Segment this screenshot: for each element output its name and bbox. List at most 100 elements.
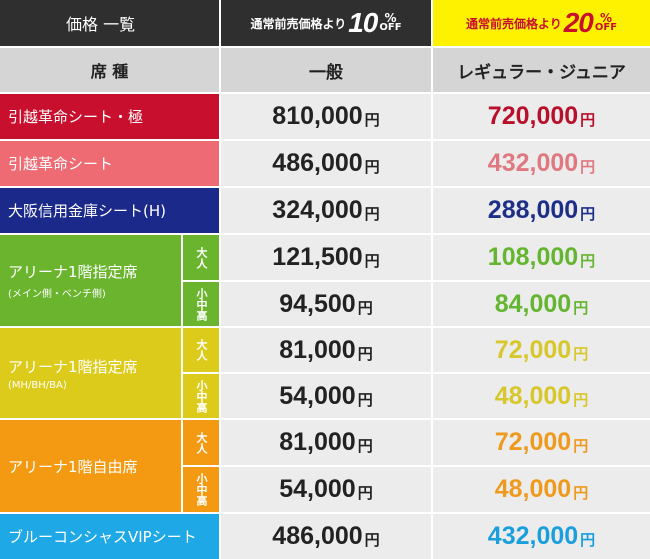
yen-unit: 円 <box>580 531 596 549</box>
seat-type-label: 席 種 <box>90 62 129 81</box>
price-regular: 84,000 円 <box>433 282 650 326</box>
price-general: 810,000 円 <box>221 94 431 139</box>
adult-label: 大人 <box>195 339 208 361</box>
price-regular: 288,000 円 <box>433 188 650 233</box>
off-label: OFF <box>379 22 402 33</box>
price-value: 432,000 <box>487 522 579 550</box>
price-value: 432,000 <box>487 149 579 177</box>
age-label-child: 小中高 <box>183 374 219 418</box>
price-general: 54,000 円 <box>221 374 431 418</box>
price-regular: 48,000 円 <box>433 467 650 512</box>
age-label-adult: 大人 <box>183 420 219 465</box>
price-value: 108,000 <box>487 243 579 271</box>
yen-unit: 円 <box>357 437 373 455</box>
child-label: 小中高 <box>195 287 208 321</box>
seat-name: アリーナ1階指定席 <box>8 263 138 281</box>
adult-label: 大人 <box>195 246 208 269</box>
price-regular: 48,000 円 <box>433 374 650 418</box>
price-general: 54,000 円 <box>221 467 431 512</box>
price-regular: 720,000 円 <box>433 94 650 139</box>
yen-unit: 円 <box>357 484 373 502</box>
yen-unit: 円 <box>573 437 589 455</box>
yen-unit: 円 <box>364 531 380 549</box>
price-general: 94,500 円 <box>221 282 431 326</box>
price-value: 94,500 <box>279 289 356 318</box>
seat-name-kakumei: 引越革命シート <box>0 141 219 186</box>
seat-name: 大阪信用金庫シート(H) <box>8 202 166 220</box>
yen-unit: 円 <box>573 390 589 409</box>
price-value: 72,000 <box>494 335 572 364</box>
price-value: 84,000 <box>494 289 572 318</box>
price-value: 810,000 <box>272 102 363 130</box>
price-value: 54,000 <box>279 381 356 410</box>
child-label: 小中高 <box>195 473 208 506</box>
discount-number: 20 <box>563 7 594 38</box>
seat-note: (MH/BH/BA) <box>8 379 67 391</box>
yen-unit: 円 <box>580 158 596 176</box>
yen-unit: 円 <box>357 390 373 409</box>
child-label: 小中高 <box>195 379 208 413</box>
price-regular: 72,000 円 <box>433 420 650 465</box>
yen-unit: 円 <box>364 111 380 129</box>
price-value: 48,000 <box>494 475 572 503</box>
seat-name-kiwami: 引越革命シート・極 <box>0 94 219 139</box>
discount-prefix: 通常前売価格より <box>465 16 562 31</box>
price-value: 121,500 <box>272 243 363 271</box>
title-cell: 価格 一覧 <box>0 0 219 46</box>
price-regular: 108,000 円 <box>433 235 650 280</box>
price-value: 72,000 <box>494 428 572 456</box>
price-regular: 432,000 円 <box>433 141 650 186</box>
yen-unit: 円 <box>364 252 380 270</box>
discount-percent-off: % OFF <box>379 11 402 33</box>
seat-name-vip: ブルーコンシャスVIPシート <box>0 514 219 559</box>
yen-unit: 円 <box>357 344 373 363</box>
price-general: 486,000 円 <box>221 141 431 186</box>
regular-header: レギュラー・ジュニア <box>433 48 650 92</box>
seat-name-arena-free: アリーナ1階自由席 <box>0 420 181 512</box>
seat-name: アリーナ1階自由席 <box>8 457 138 476</box>
discount-prefix: 通常前売価格より <box>250 16 347 31</box>
percent-sign: % <box>599 11 612 25</box>
yen-unit: 円 <box>573 484 589 502</box>
price-value: 486,000 <box>272 522 363 550</box>
discount-regular-header: 通常前売価格より 20 % OFF <box>433 0 650 46</box>
age-label-child: 小中高 <box>183 282 219 326</box>
price-general: 81,000 円 <box>221 420 431 465</box>
price-general: 121,500 円 <box>221 235 431 280</box>
page-title: 価格 一覧 <box>66 15 136 34</box>
yen-unit: 円 <box>364 205 380 223</box>
age-label-adult: 大人 <box>183 328 219 372</box>
discount-general-header: 通常前売価格より 10 % OFF <box>221 0 431 46</box>
percent-sign: % <box>384 11 397 25</box>
yen-unit: 円 <box>580 252 596 270</box>
adult-label: 大人 <box>195 431 208 454</box>
seat-name-arena-mh: アリーナ1階指定席 (MH/BH/BA) <box>0 328 181 418</box>
seat-name: 引越革命シート・極 <box>8 108 144 126</box>
price-general: 486,000 円 <box>221 514 431 559</box>
price-value: 48,000 <box>494 381 572 410</box>
regular-label: レギュラー・ジュニア <box>457 62 626 83</box>
yen-unit: 円 <box>580 205 596 223</box>
age-label-child: 小中高 <box>183 467 219 512</box>
yen-unit: 円 <box>573 298 589 317</box>
general-header: 一般 <box>221 48 431 92</box>
off-label: OFF <box>594 22 618 33</box>
price-value: 324,000 <box>272 196 363 224</box>
general-label: 一般 <box>309 62 343 83</box>
price-value: 486,000 <box>272 149 363 177</box>
price-value: 81,000 <box>279 335 356 364</box>
yen-unit: 円 <box>580 111 596 129</box>
price-value: 720,000 <box>487 102 579 130</box>
yen-unit: 円 <box>357 298 373 317</box>
seat-name-arena-main: アリーナ1階指定席 (メイン側・ベンチ側) <box>0 235 181 326</box>
yen-unit: 円 <box>364 158 380 176</box>
discount-percent-off: % OFF <box>594 11 618 33</box>
seat-note: (メイン側・ベンチ側) <box>8 289 106 300</box>
price-value: 288,000 <box>487 196 579 224</box>
price-value: 54,000 <box>279 475 356 503</box>
seat-name: 引越革命シート <box>8 155 114 173</box>
price-general: 324,000 円 <box>221 188 431 233</box>
price-general: 81,000 円 <box>221 328 431 372</box>
discount-number: 10 <box>348 7 378 38</box>
